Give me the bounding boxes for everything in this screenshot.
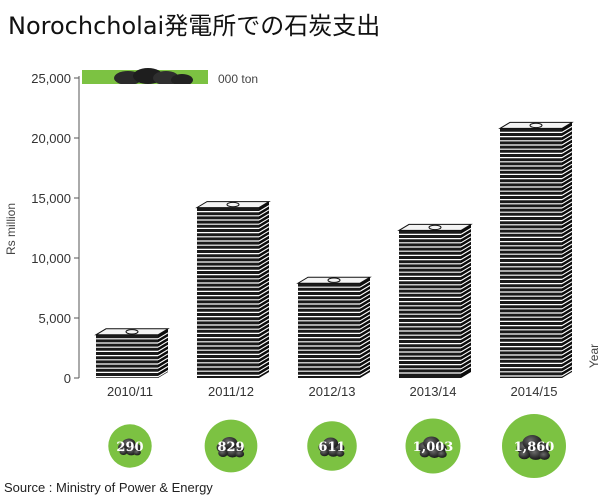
coal-circle: 1,003 <box>405 418 461 474</box>
coal-circle: 290 <box>108 424 152 468</box>
bar-top-note <box>195 201 271 209</box>
note-emblem <box>529 122 543 129</box>
bars <box>94 121 574 379</box>
x-tick-label: 2014/15 <box>511 384 558 399</box>
y-tick-label: 20,000 <box>31 131 71 146</box>
note-emblem <box>226 201 240 208</box>
coal-value-label: 829 <box>217 440 244 455</box>
x-tick-label: 2010/11 <box>107 384 153 399</box>
x-tick-label: 2013/14 <box>410 384 457 399</box>
coal-value-label: 1,860 <box>514 440 555 455</box>
legend-coal-icon <box>114 68 193 84</box>
legend-label: 000 ton <box>218 72 258 86</box>
legend: 000 ton <box>82 68 258 86</box>
coal-circles: 290 829 611 1,003 1,860 <box>108 414 566 478</box>
y-tick-label: 5,000 <box>38 311 71 326</box>
bar <box>397 223 473 378</box>
y-tick-label: 10,000 <box>31 251 71 266</box>
x-axis-label: Year <box>587 344 600 368</box>
bar-top-note <box>296 276 372 284</box>
bar <box>296 276 372 378</box>
x-tick-labels: 2010/11 2011/12 2012/13 2013/14 2014/15 <box>107 384 558 399</box>
bar <box>195 201 271 378</box>
chart-title: Norochcholai発電所での石炭支出 <box>8 12 380 40</box>
bar <box>94 328 170 378</box>
coal-value-label: 1,003 <box>413 440 454 455</box>
bar-top-note <box>397 223 473 231</box>
y-ticks: 0 5,000 10,000 15,000 20,000 25,000 <box>31 71 79 386</box>
y-tick-label: 15,000 <box>31 191 71 206</box>
source-note: Source : Ministry of Power & Energy <box>4 480 213 495</box>
note-emblem <box>327 277 341 283</box>
coal-circle: 1,860 <box>502 414 566 478</box>
note-emblem <box>428 224 442 231</box>
note-emblem <box>125 329 139 335</box>
y-tick-label: 0 <box>64 371 71 386</box>
x-tick-label: 2012/13 <box>309 384 356 399</box>
x-tick-label: 2011/12 <box>208 384 254 399</box>
bar-side <box>259 201 269 378</box>
bar-body <box>298 283 360 378</box>
bar-body <box>96 334 158 378</box>
coal-value-label: 611 <box>318 440 345 455</box>
bar-top-note <box>94 328 170 336</box>
y-axis-label: Rs million <box>4 203 18 255</box>
bar-top-note <box>498 121 574 129</box>
coal-value-label: 290 <box>116 440 143 455</box>
bar <box>498 121 574 379</box>
y-tick-label: 25,000 <box>31 71 71 86</box>
coal-circle: 611 <box>307 421 357 471</box>
coal-circle: 829 <box>204 419 258 473</box>
